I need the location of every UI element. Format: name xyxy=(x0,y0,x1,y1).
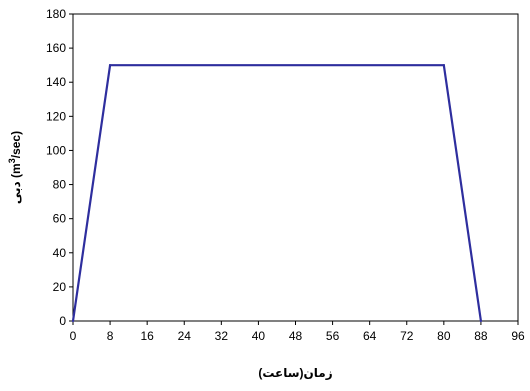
y-tick-label: 160 xyxy=(46,41,66,55)
x-tick-label: 96 xyxy=(511,329,525,343)
x-tick-label: 24 xyxy=(178,329,192,343)
x-tick-label: 72 xyxy=(400,329,414,343)
x-tick-label: 56 xyxy=(326,329,340,343)
data-point xyxy=(71,319,75,323)
y-axis-title-superscript: 3 xyxy=(7,158,17,163)
x-tick-label: 32 xyxy=(215,329,229,343)
y-axis-title: دبی (m3/sec) xyxy=(7,131,23,204)
y-axis-title-suffix: /sec) xyxy=(9,131,23,158)
x-tick-label: 64 xyxy=(363,329,377,343)
y-tick-label: 80 xyxy=(53,178,67,192)
plot-area-frame xyxy=(72,13,519,322)
y-tick-label: 40 xyxy=(53,246,67,260)
x-tick-label: 88 xyxy=(474,329,488,343)
x-axis-title: زمان(ساعت) xyxy=(258,366,332,380)
y-axis: 0 20 40 60 80 100 120 140 160 180 xyxy=(46,7,73,328)
x-tick-label: 48 xyxy=(289,329,303,343)
x-axis: 0 8 16 24 32 40 48 56 64 72 80 88 96 xyxy=(70,321,525,343)
data-point xyxy=(442,64,445,67)
y-tick-label: 180 xyxy=(46,7,66,21)
y-tick-label: 140 xyxy=(46,75,66,89)
x-tick-label: 40 xyxy=(252,329,266,343)
y-tick-label: 60 xyxy=(53,212,67,226)
y-axis-title-prefix: دبی (m xyxy=(9,163,23,204)
y-tick-label: 100 xyxy=(46,143,66,157)
series-layer xyxy=(71,64,483,323)
x-tick-label: 16 xyxy=(140,329,154,343)
y-tick-label: 20 xyxy=(53,280,67,294)
x-tick-label: 8 xyxy=(107,329,114,343)
x-tick-label: 80 xyxy=(437,329,451,343)
hydrograph-line xyxy=(71,64,483,322)
data-point xyxy=(108,64,112,67)
y-tick-label: 0 xyxy=(59,314,66,328)
y-tick-label: 120 xyxy=(46,109,66,123)
x-tick-label: 0 xyxy=(70,329,77,343)
data-point xyxy=(479,319,483,323)
